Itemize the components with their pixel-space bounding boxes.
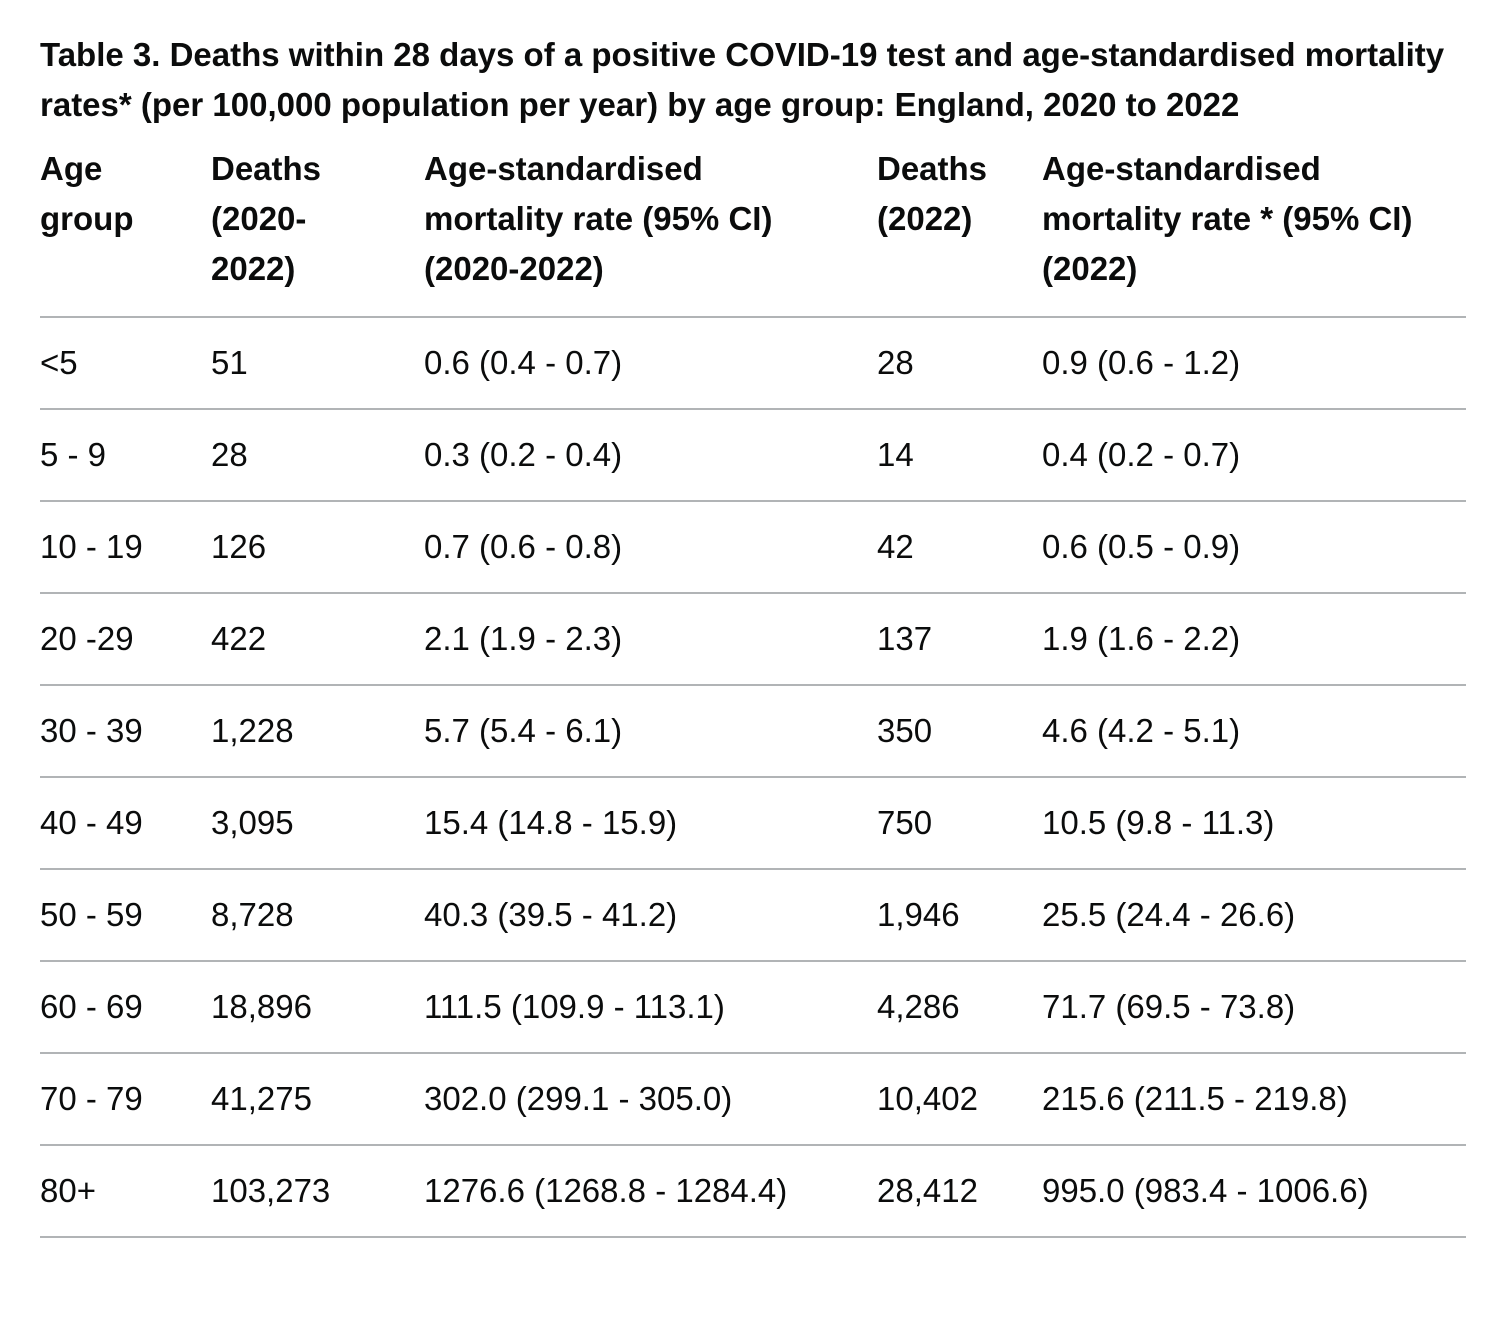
cell-rate-2022: 1.9 (1.6 - 2.2) — [1042, 593, 1466, 685]
cell-deaths-2022: 750 — [877, 777, 1042, 869]
cell-age-group: 50 - 59 — [40, 869, 211, 961]
cell-rate-2020-2022: 0.3 (0.2 - 0.4) — [424, 409, 877, 501]
table-row: 70 - 79 41,275 302.0 (299.1 - 305.0) 10,402… — [40, 1053, 1466, 1145]
cell-deaths-2020-2022: 8,728 — [211, 869, 424, 961]
header-deaths-2022: Deaths (2022) — [877, 144, 1042, 317]
cell-deaths-2022: 14 — [877, 409, 1042, 501]
cell-deaths-2022: 28,412 — [877, 1145, 1042, 1237]
cell-deaths-2020-2022: 3,095 — [211, 777, 424, 869]
cell-deaths-2022: 4,286 — [877, 961, 1042, 1053]
header-rate-2022: Age-standardised mortality rate * (95% C… — [1042, 144, 1466, 317]
header-rate-2020-2022: Age-standardised mortality rate (95% CI)… — [424, 144, 877, 317]
table-row: 5 - 9 28 0.3 (0.2 - 0.4) 14 0.4 (0.2 - 0.7) — [40, 409, 1466, 501]
cell-age-group: <5 — [40, 317, 211, 409]
cell-rate-2020-2022: 302.0 (299.1 - 305.0) — [424, 1053, 877, 1145]
cell-rate-2020-2022: 0.7 (0.6 - 0.8) — [424, 501, 877, 593]
cell-rate-2020-2022: 0.6 (0.4 - 0.7) — [424, 317, 877, 409]
table-row: 50 - 59 8,728 40.3 (39.5 - 41.2) 1,946 25.5 … — [40, 869, 1466, 961]
cell-deaths-2022: 42 — [877, 501, 1042, 593]
cell-age-group: 10 - 19 — [40, 501, 211, 593]
cell-rate-2022: 10.5 (9.8 - 11.3) — [1042, 777, 1466, 869]
cell-rate-2022: 25.5 (24.4 - 26.6) — [1042, 869, 1466, 961]
cell-deaths-2022: 10,402 — [877, 1053, 1042, 1145]
cell-deaths-2020-2022: 41,275 — [211, 1053, 424, 1145]
table-row: 20 -29 422 2.1 (1.9 - 2.3) 137 1.9 (1.6 - 2.… — [40, 593, 1466, 685]
cell-deaths-2020-2022: 18,896 — [211, 961, 424, 1053]
table-header: Age group Deaths (2020-2022) Age-standar… — [40, 144, 1466, 317]
cell-rate-2022: 215.6 (211.5 - 219.8) — [1042, 1053, 1466, 1145]
cell-deaths-2020-2022: 422 — [211, 593, 424, 685]
cell-deaths-2020-2022: 103,273 — [211, 1145, 424, 1237]
cell-age-group: 30 - 39 — [40, 685, 211, 777]
cell-deaths-2022: 350 — [877, 685, 1042, 777]
header-age-group: Age group — [40, 144, 211, 317]
header-deaths-2020-2022: Deaths (2020-2022) — [211, 144, 424, 317]
table-row: 80+ 103,273 1276.6 (1268.8 - 1284.4) 28,412… — [40, 1145, 1466, 1237]
cell-rate-2022: 0.6 (0.5 - 0.9) — [1042, 501, 1466, 593]
cell-age-group: 5 - 9 — [40, 409, 211, 501]
cell-age-group: 70 - 79 — [40, 1053, 211, 1145]
cell-rate-2020-2022: 5.7 (5.4 - 6.1) — [424, 685, 877, 777]
cell-deaths-2020-2022: 28 — [211, 409, 424, 501]
cell-rate-2022: 4.6 (4.2 - 5.1) — [1042, 685, 1466, 777]
cell-rate-2022: 0.9 (0.6 - 1.2) — [1042, 317, 1466, 409]
cell-rate-2020-2022: 40.3 (39.5 - 41.2) — [424, 869, 877, 961]
cell-age-group: 20 -29 — [40, 593, 211, 685]
cell-age-group: 60 - 69 — [40, 961, 211, 1053]
cell-deaths-2022: 1,946 — [877, 869, 1042, 961]
table-row: 30 - 39 1,228 5.7 (5.4 - 6.1) 350 4.6 (4.2 -… — [40, 685, 1466, 777]
cell-deaths-2020-2022: 51 — [211, 317, 424, 409]
table-row: <5 51 0.6 (0.4 - 0.7) 28 0.9 (0.6 - 1.2) — [40, 317, 1466, 409]
header-row: Age group Deaths (2020-2022) Age-standar… — [40, 144, 1466, 317]
table-row: 10 - 19 126 0.7 (0.6 - 0.8) 42 0.6 (0.5 - 0.… — [40, 501, 1466, 593]
cell-deaths-2022: 137 — [877, 593, 1042, 685]
cell-rate-2020-2022: 1276.6 (1268.8 - 1284.4) — [424, 1145, 877, 1237]
cell-age-group: 40 - 49 — [40, 777, 211, 869]
cell-rate-2022: 0.4 (0.2 - 0.7) — [1042, 409, 1466, 501]
table-row: 60 - 69 18,896 111.5 (109.9 - 113.1) 4,286 7… — [40, 961, 1466, 1053]
mortality-table: Age group Deaths (2020-2022) Age-standar… — [40, 144, 1466, 1238]
cell-rate-2022: 71.7 (69.5 - 73.8) — [1042, 961, 1466, 1053]
table-caption: Table 3. Deaths within 28 days of a posi… — [40, 30, 1460, 130]
cell-age-group: 80+ — [40, 1145, 211, 1237]
cell-deaths-2022: 28 — [877, 317, 1042, 409]
cell-deaths-2020-2022: 1,228 — [211, 685, 424, 777]
cell-rate-2020-2022: 111.5 (109.9 - 113.1) — [424, 961, 877, 1053]
cell-rate-2020-2022: 2.1 (1.9 - 2.3) — [424, 593, 877, 685]
table-body: <5 51 0.6 (0.4 - 0.7) 28 0.9 (0.6 - 1.2) 5 - … — [40, 317, 1466, 1237]
cell-deaths-2020-2022: 126 — [211, 501, 424, 593]
table-row: 40 - 49 3,095 15.4 (14.8 - 15.9) 750 10.5 (9… — [40, 777, 1466, 869]
page: Table 3. Deaths within 28 days of a posi… — [0, 0, 1512, 1328]
cell-rate-2020-2022: 15.4 (14.8 - 15.9) — [424, 777, 877, 869]
cell-rate-2022: 995.0 (983.4 - 1006.6) — [1042, 1145, 1466, 1237]
